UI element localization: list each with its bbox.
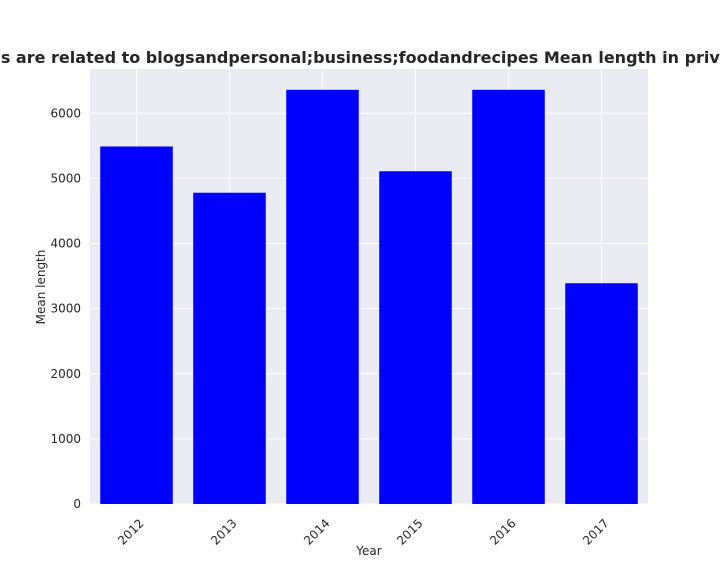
- x-tick-label: 2013: [208, 516, 239, 547]
- y-axis-ticks: 0 1000 2000 3000 4000 5000 6000: [50, 106, 81, 511]
- bars: [100, 89, 638, 505]
- bar-2015: [379, 171, 452, 504]
- x-tick-label: 2014: [301, 516, 332, 547]
- y-tick-label: 4000: [50, 237, 81, 251]
- bar-2014: [286, 89, 359, 505]
- x-tick-label: 2017: [580, 516, 611, 547]
- bar-2017: [565, 283, 638, 504]
- plot-area: [90, 69, 648, 504]
- y-tick-label: 0: [73, 497, 81, 511]
- bar-2012: [100, 146, 173, 505]
- y-tick-label: 6000: [50, 106, 81, 120]
- x-axis-label: Year: [355, 544, 381, 558]
- y-axis-label: Mean length: [34, 250, 48, 325]
- y-tick-label: 1000: [50, 432, 81, 446]
- x-tick-label: 2015: [394, 516, 425, 547]
- x-tick-label: 2016: [487, 516, 518, 547]
- chart-title: Categories are related to blogsandperson…: [0, 48, 720, 67]
- bar-2016: [472, 89, 545, 505]
- bar-2013: [193, 192, 266, 504]
- x-tick-label: 2012: [115, 516, 146, 547]
- x-axis-ticks: 2012 2013 2014 2015 2016 2017: [115, 516, 611, 547]
- y-tick-label: 2000: [50, 367, 81, 381]
- y-tick-label: 3000: [50, 302, 81, 316]
- y-tick-label: 5000: [50, 171, 81, 185]
